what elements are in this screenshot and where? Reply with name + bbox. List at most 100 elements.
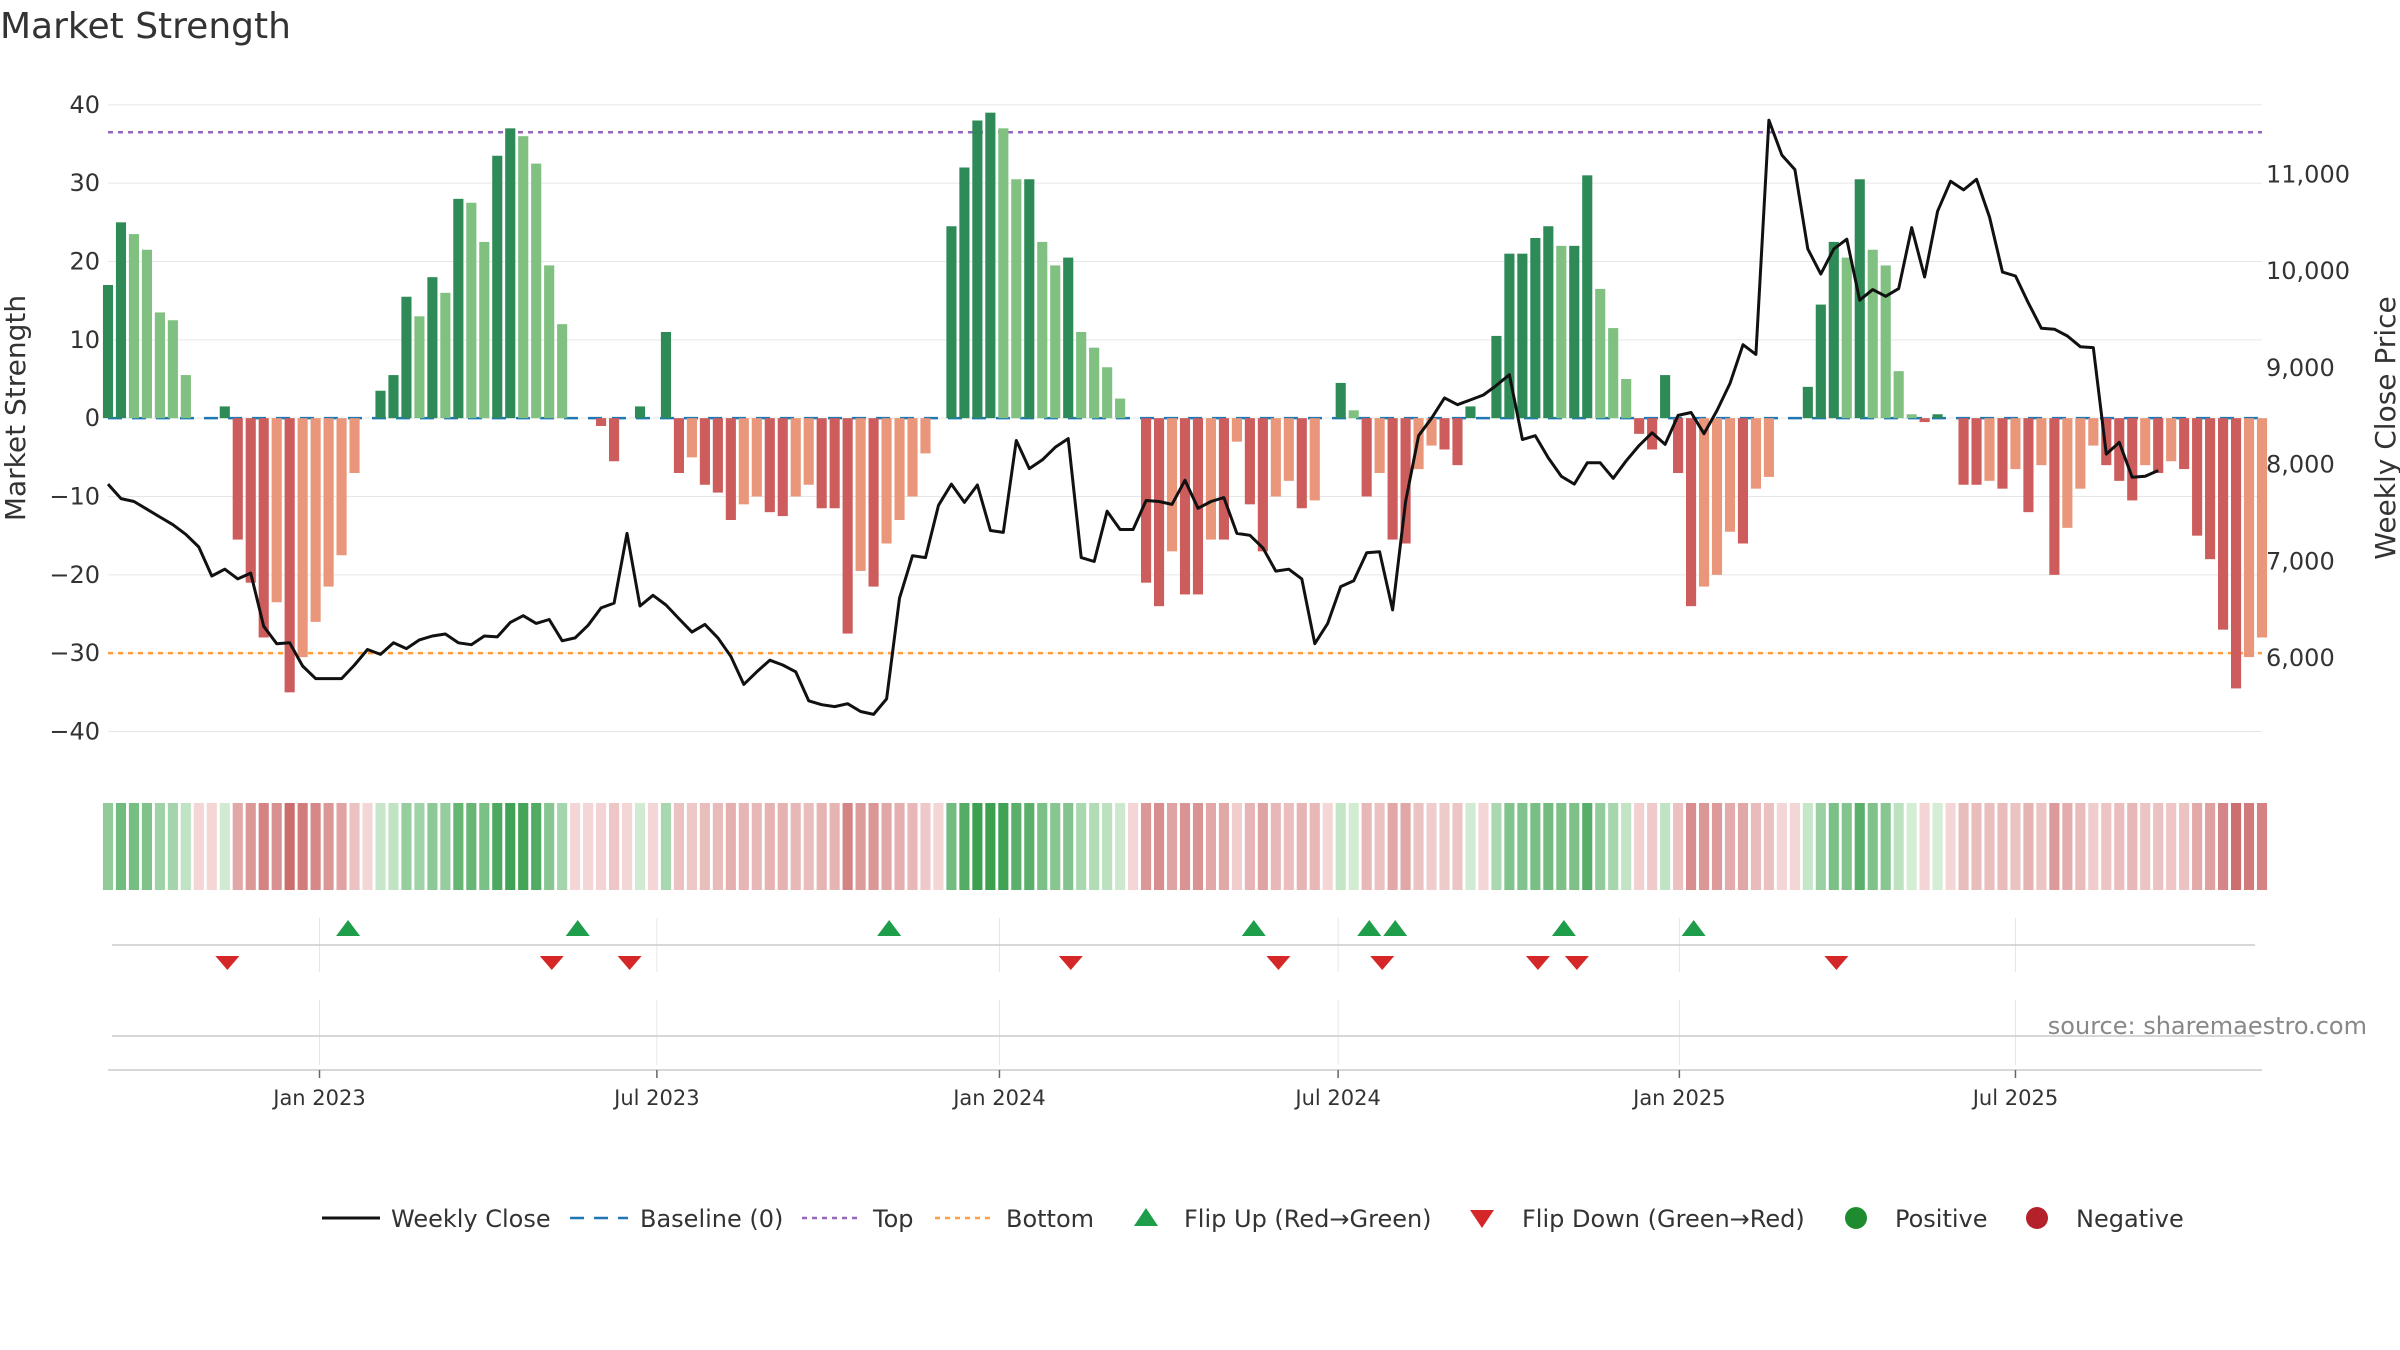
- empty-signal-row: [112, 1000, 2255, 1065]
- legend-label: Top: [872, 1205, 914, 1233]
- strength-bar: [1556, 245, 1567, 419]
- flip-up-marker: [1241, 920, 1266, 936]
- heat-cell: [1841, 803, 1852, 890]
- flip-down-marker: [617, 956, 642, 970]
- heat-cell: [816, 803, 827, 890]
- legend-swatch-positive: [1845, 1207, 1867, 1229]
- strength-bar: [660, 332, 672, 419]
- heat-cell: [206, 803, 217, 890]
- strength-bar: [2192, 418, 2203, 536]
- heat-cell: [1192, 803, 1204, 890]
- heat-cell: [388, 803, 399, 890]
- strength-bar: [829, 418, 840, 509]
- strength-bar: [1296, 418, 1307, 509]
- strength-bar: [1465, 406, 1476, 419]
- strength-bar: [531, 163, 542, 419]
- strength-bar: [128, 234, 140, 419]
- strength-bar: [2010, 418, 2021, 470]
- legend-label: Negative: [2076, 1205, 2184, 1233]
- legend-swatch-flip-up: [1134, 1208, 1158, 1226]
- strength-bar: [1673, 418, 1684, 473]
- strength-bar: [1231, 418, 1242, 442]
- heat-cell: [349, 803, 360, 890]
- heat-cell: [1984, 803, 1995, 890]
- heat-cell: [1491, 803, 1502, 890]
- heat-cell: [1361, 803, 1372, 890]
- strength-bar: [1102, 367, 1113, 419]
- flip-down-marker: [1525, 956, 1550, 970]
- heat-cell: [725, 803, 736, 890]
- heat-cell: [115, 803, 127, 890]
- strength-bar: [1815, 304, 1826, 419]
- strength-bar: [2166, 418, 2177, 462]
- heat-cell: [1011, 803, 1022, 890]
- flip-up-marker: [1681, 920, 1706, 936]
- heat-cell: [1296, 803, 1307, 890]
- legend-label: Bottom: [1006, 1205, 1094, 1233]
- heat-cell: [660, 803, 672, 890]
- x-tick-label: Jan 2023: [271, 1086, 366, 1110]
- y2-tick-label: 6,000: [2266, 644, 2335, 672]
- heat-cell: [1971, 803, 1982, 890]
- heat-cell: [699, 803, 710, 890]
- strength-bar: [1660, 375, 1671, 419]
- strength-bar: [466, 202, 477, 419]
- heat-cell: [2243, 803, 2255, 890]
- strength-bar: [102, 285, 114, 419]
- heat-cell: [2179, 803, 2190, 890]
- heat-cell: [1141, 803, 1152, 890]
- strength-bar: [1906, 414, 1917, 419]
- heat-cell: [1478, 803, 1489, 890]
- strength-bar: [1595, 288, 1606, 419]
- strength-bar: [1024, 179, 1035, 419]
- heat-cell: [2101, 803, 2112, 890]
- flip-down-marker: [1824, 956, 1849, 970]
- strength-bar: [323, 418, 334, 587]
- strength-bar: [1802, 386, 1813, 419]
- x-tick-label: Jan 2025: [1631, 1086, 1726, 1110]
- strength-bar: [816, 418, 827, 509]
- flip-down-marker: [539, 956, 564, 970]
- strength-bar: [1984, 418, 1995, 481]
- strength-bar: [1361, 418, 1372, 497]
- strength-bar: [2075, 418, 2086, 489]
- strength-bar: [1179, 418, 1191, 595]
- heat-cell: [492, 803, 503, 890]
- heat-cell: [1270, 803, 1281, 890]
- heat-cell: [2127, 803, 2138, 890]
- flip-down-marker: [215, 956, 240, 970]
- strength-bar: [401, 296, 412, 419]
- strength-bar: [1387, 418, 1398, 540]
- strength-bar: [1166, 418, 1178, 552]
- strength-bar: [2140, 418, 2151, 466]
- heat-cell: [1608, 803, 1619, 890]
- flip-down-marker: [1266, 956, 1291, 970]
- legend-label: Baseline (0): [640, 1205, 783, 1233]
- heat-cell: [1517, 803, 1528, 890]
- heat-cell: [1089, 803, 1100, 890]
- heat-cell: [440, 803, 451, 890]
- heat-cell: [219, 803, 230, 890]
- strength-bar: [2114, 418, 2125, 481]
- heat-cell: [2153, 803, 2164, 890]
- heat-cell: [1153, 803, 1165, 890]
- y-tick-label: 30: [69, 169, 100, 197]
- heat-cell: [1102, 803, 1113, 890]
- heat-cell: [1504, 803, 1515, 890]
- right-axis: 11,000 10,000 9,000 8,000 7,000 6,000: [2266, 160, 2350, 672]
- strength-bar: [1348, 410, 1359, 419]
- strength-bar: [1400, 418, 1411, 544]
- y-tick-label: −40: [49, 718, 100, 746]
- heat-cell: [959, 803, 970, 890]
- left-axis: 40 30 20 10 0 −10 −20 −30 −40: [49, 91, 100, 746]
- y-tick-label: 40: [69, 91, 100, 119]
- heat-cell: [505, 803, 516, 890]
- strength-bar: [2230, 418, 2242, 689]
- strength-bar: [219, 406, 230, 419]
- strength-bar: [1153, 418, 1165, 607]
- strength-bar: [1063, 257, 1074, 419]
- heat-cell: [1737, 803, 1749, 890]
- heat-cell: [323, 803, 334, 890]
- heat-cell: [1128, 803, 1139, 890]
- strength-bar: [1283, 418, 1294, 481]
